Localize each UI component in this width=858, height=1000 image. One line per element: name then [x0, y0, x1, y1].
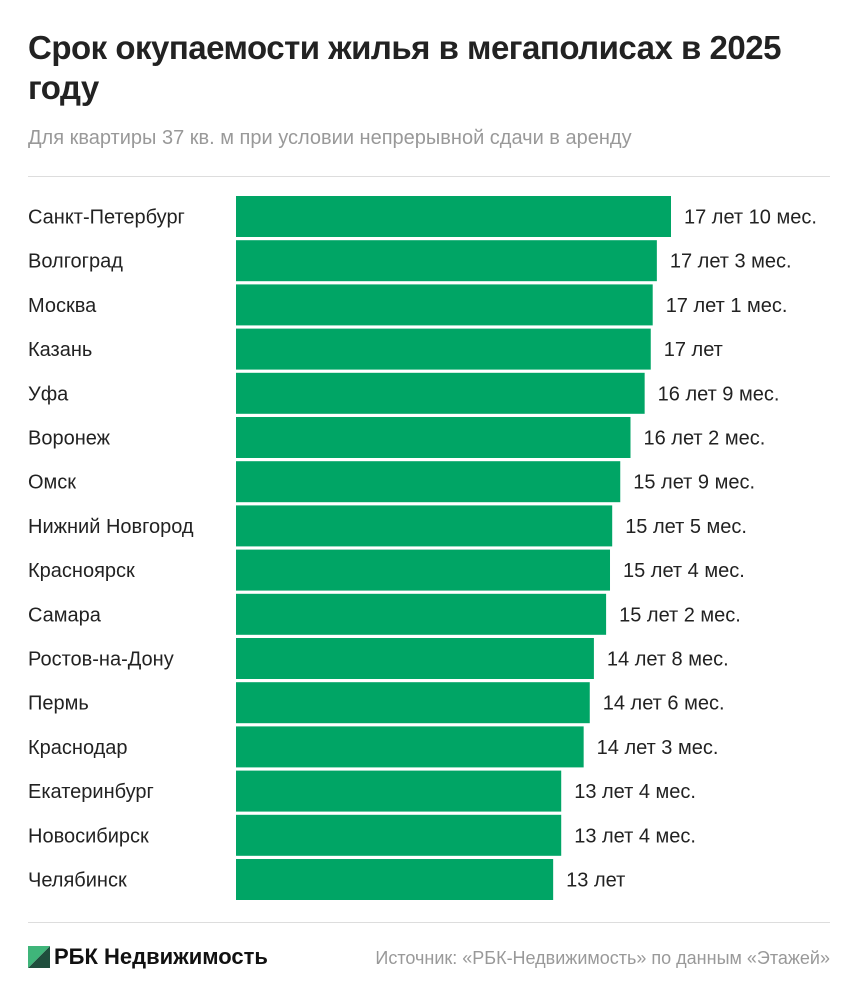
data-label: 15 лет 2 мес.: [619, 604, 741, 626]
bar: [236, 240, 657, 282]
bar-chart: Санкт-Петербург 17 лет 10 мес. Волгоград 17…: [28, 196, 817, 900]
bar: [236, 284, 653, 326]
chart-subtitle: Для квартиры 37 кв. м при условии непрер…: [28, 127, 632, 149]
category-label: Краснодар: [28, 737, 128, 759]
data-label: 13 лет: [566, 870, 625, 892]
category-label: Волгоград: [28, 251, 123, 273]
category-label: Красноярск: [28, 560, 135, 582]
category-label: Санкт-Петербург: [28, 207, 185, 229]
top-divider: [28, 176, 830, 177]
bar: [236, 859, 554, 900]
bar: [236, 726, 584, 768]
data-label: 17 лет 3 мес.: [670, 251, 792, 273]
category-label: Воронеж: [28, 428, 111, 450]
data-label: 14 лет 6 мес.: [603, 693, 725, 715]
category-label: Ростов-на-Дону: [28, 649, 174, 671]
data-label: 15 лет 4 мес.: [623, 560, 745, 582]
category-label: Челябинск: [28, 870, 127, 892]
bar: [236, 505, 613, 547]
bar: [236, 461, 621, 503]
data-label: 16 лет 9 мес.: [658, 383, 780, 405]
bar: [236, 814, 562, 856]
source-note: Источник: «РБК-Недвижимость» по данным «…: [375, 948, 830, 968]
data-label: 15 лет 9 мес.: [633, 472, 755, 494]
bar: [236, 682, 590, 724]
bar: [236, 549, 611, 591]
bar: [236, 593, 607, 635]
bar: [236, 372, 645, 414]
category-label: Москва: [28, 295, 97, 317]
data-label: 17 лет: [664, 339, 723, 361]
bottom-divider: [28, 922, 830, 923]
data-label: 13 лет 4 мес.: [574, 825, 696, 847]
bar: [236, 638, 594, 679]
chart-title: Срок окупаемости жилья в мегаполисах в 2…: [28, 29, 781, 106]
logo-icon: [28, 946, 50, 968]
bar: [236, 770, 562, 812]
category-label: Уфа: [28, 383, 69, 405]
data-label: 17 лет 10 мес.: [684, 207, 817, 229]
category-label: Казань: [28, 339, 92, 361]
data-label: 14 лет 8 мес.: [607, 649, 729, 671]
logo-text: РБК Недвижимость: [54, 944, 268, 969]
bar: [236, 196, 671, 237]
category-label: Омск: [28, 472, 76, 494]
category-label: Нижний Новгород: [28, 516, 194, 538]
data-label: 15 лет 5 мес.: [625, 516, 747, 538]
data-label: 17 лет 1 мес.: [666, 295, 788, 317]
category-label: Новосибирск: [28, 825, 149, 847]
data-label: 14 лет 3 мес.: [597, 737, 719, 759]
category-label: Самара: [28, 604, 102, 626]
data-label: 13 лет 4 мес.: [574, 781, 696, 803]
bar: [236, 417, 631, 458]
category-label: Пермь: [28, 693, 89, 715]
rbc-logo: РБК Недвижимость: [28, 944, 268, 970]
bar: [236, 328, 651, 370]
data-label: 16 лет 2 мес.: [644, 428, 766, 450]
category-label: Екатеринбург: [28, 781, 154, 803]
